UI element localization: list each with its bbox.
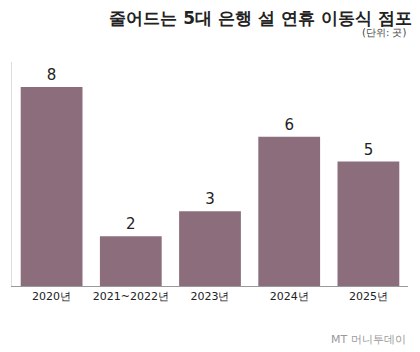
svg-text:MT 머니투데이: MT 머니투데이 [331,333,406,346]
svg-text:줄어드는 5대 은행 설 연휴 이동식 점포: 줄어드는 5대 은행 설 연휴 이동식 점포 [109,8,411,28]
svg-text:2025년: 2025년 [349,290,388,303]
svg-text:2024년: 2024년 [270,290,309,303]
svg-text:2021~2022년: 2021~2022년 [93,290,169,303]
svg-text:(단위: 곳): (단위: 곳) [362,27,406,38]
svg-text:2020년: 2020년 [32,290,71,303]
svg-text:6: 6 [284,116,294,134]
svg-text:2023년: 2023년 [191,290,230,303]
svg-text:3: 3 [205,190,215,208]
svg-text:2: 2 [126,215,136,233]
svg-text:5: 5 [364,141,374,159]
svg-text:8: 8 [47,66,57,84]
